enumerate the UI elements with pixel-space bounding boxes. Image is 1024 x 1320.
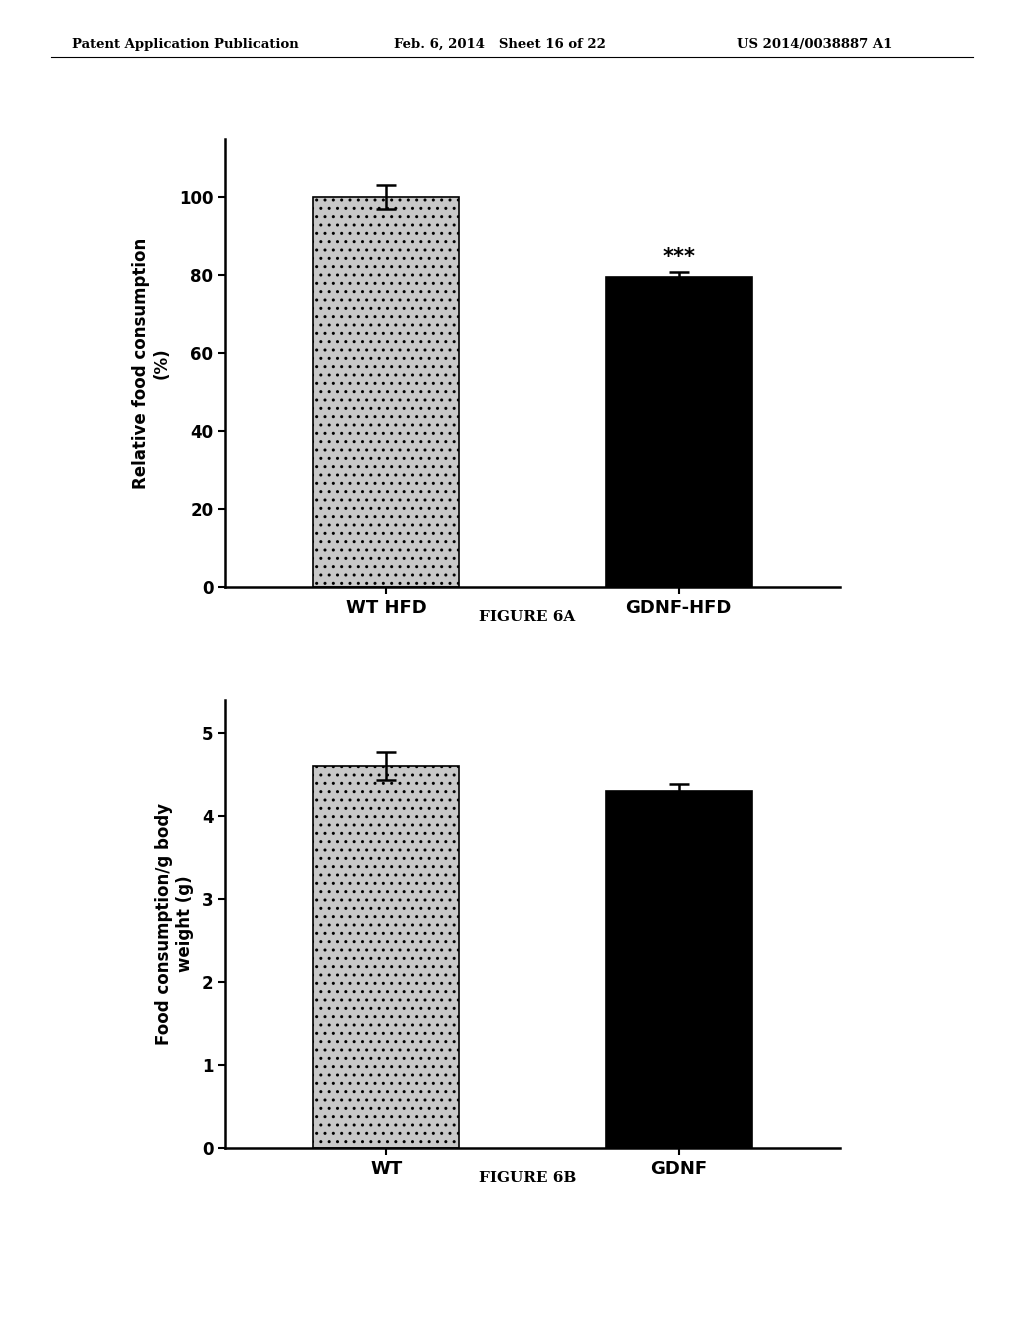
Text: US 2014/0038887 A1: US 2014/0038887 A1 (737, 38, 893, 51)
Text: Feb. 6, 2014   Sheet 16 of 22: Feb. 6, 2014 Sheet 16 of 22 (394, 38, 606, 51)
Text: Patent Application Publication: Patent Application Publication (72, 38, 298, 51)
Text: FIGURE 6A: FIGURE 6A (479, 610, 575, 624)
Text: ***: *** (663, 247, 695, 268)
Bar (605, 277, 752, 587)
Bar (313, 766, 460, 1148)
Y-axis label: Food consumption/g body
weight (g): Food consumption/g body weight (g) (155, 803, 194, 1045)
Bar (605, 791, 752, 1148)
Text: FIGURE 6B: FIGURE 6B (478, 1171, 577, 1185)
Bar (313, 197, 460, 587)
Y-axis label: Relative food consumption
(%): Relative food consumption (%) (132, 238, 171, 488)
